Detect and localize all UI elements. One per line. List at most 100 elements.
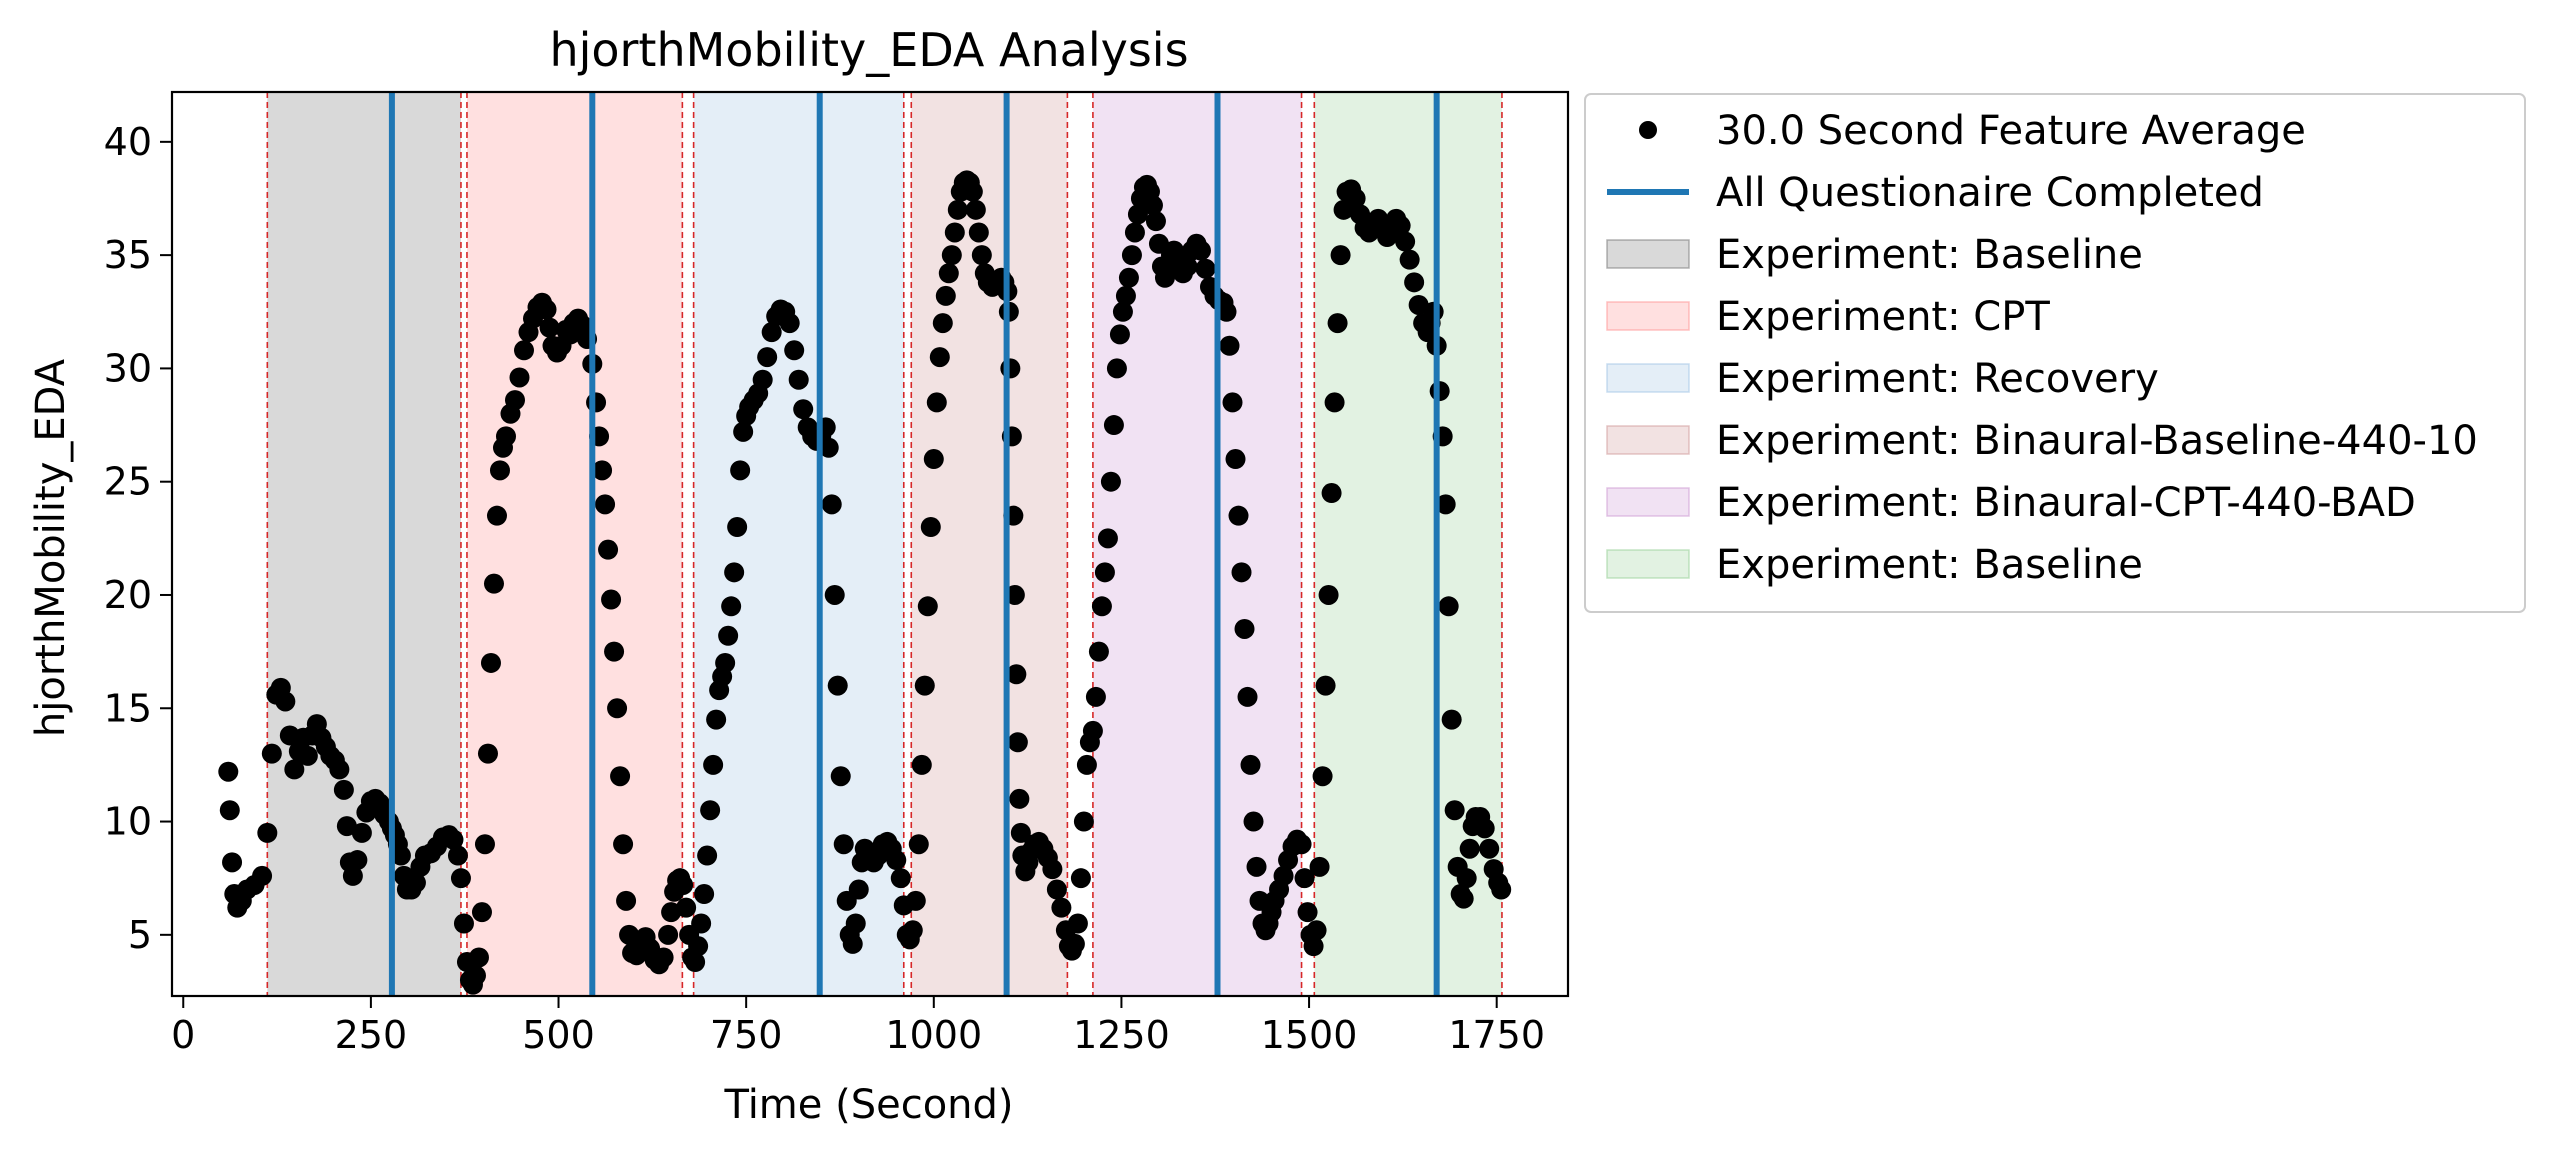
y-tick-label-2: 15 (104, 686, 152, 730)
data-point-280 (1222, 392, 1243, 413)
data-point-60 (468, 947, 489, 968)
data-point-181 (908, 834, 929, 855)
data-point-149 (793, 399, 814, 420)
data-point-99 (613, 834, 634, 855)
data-point-269 (1177, 256, 1198, 277)
y-tick-label-0: 5 (128, 913, 152, 957)
data-point-73 (514, 340, 535, 361)
data-point-253 (1124, 222, 1145, 243)
data-point-98 (610, 766, 631, 787)
data-point-41 (390, 845, 411, 866)
data-point-26 (333, 779, 354, 800)
legend-label-0: 30.0 Second Feature Average (1716, 108, 2306, 154)
data-point-300 (1291, 834, 1312, 855)
data-point-111 (661, 902, 682, 923)
data-point-116 (676, 897, 697, 918)
x-tick-label-3: 750 (710, 1013, 783, 1057)
data-point-63 (477, 743, 498, 764)
legend-box (1584, 93, 2526, 613)
data-point-339 (1435, 494, 1456, 515)
data-point-192 (941, 245, 962, 266)
data-point-244 (1097, 528, 1118, 549)
data-point-92 (592, 460, 613, 481)
data-point-13 (275, 691, 296, 712)
y-tick-label-3: 20 (104, 573, 152, 617)
data-point-329 (1399, 249, 1420, 270)
data-point-66 (486, 505, 507, 526)
data-point-248 (1109, 324, 1130, 345)
data-point-337 (1429, 381, 1450, 402)
data-point-191 (938, 263, 959, 284)
data-point-8 (252, 865, 273, 886)
data-point-260 (1145, 211, 1166, 232)
data-point-174 (886, 850, 907, 871)
data-point-0 (218, 761, 239, 782)
data-point-240 (1085, 686, 1106, 707)
data-point-327 (1390, 215, 1411, 236)
data-point-345 (1453, 888, 1474, 909)
x-tick-label-1: 250 (335, 1013, 408, 1057)
data-point-284 (1234, 618, 1255, 639)
data-point-122 (694, 884, 715, 905)
data-point-53 (447, 845, 468, 866)
data-point-29 (342, 865, 363, 886)
legend-label-5: Experiment: Binaural-Baseline-440-10 (1716, 418, 2478, 464)
data-point-134 (730, 460, 751, 481)
legend: 30.0 Second Feature Average All Questiona… (1584, 93, 2526, 613)
data-point-228 (1046, 879, 1067, 900)
data-point-64 (480, 652, 501, 673)
legend-marker-4 (1606, 363, 1690, 393)
data-point-234 (1067, 913, 1088, 934)
data-point-287 (1243, 811, 1264, 832)
data-point-273 (1195, 258, 1216, 279)
axes: 0 250 500 750 1000 1250 1500 1750 5 10 15 20 25 30 35 4… (104, 90, 1570, 1057)
data-point-155 (818, 437, 839, 458)
data-point-124 (700, 800, 721, 821)
data-point-254 (1127, 204, 1148, 225)
data-point-31 (351, 822, 372, 843)
data-point-214 (1004, 584, 1025, 605)
x-axis-label: Time (Second) (723, 1082, 1013, 1128)
data-point-227 (1042, 859, 1063, 880)
data-point-190 (935, 285, 956, 306)
data-point-129 (715, 652, 736, 673)
data-point-186 (923, 449, 944, 470)
data-point-351 (1474, 818, 1495, 839)
data-point-304 (1303, 936, 1324, 957)
data-point-72 (509, 367, 530, 388)
x-tick-label-7: 1750 (1448, 1013, 1545, 1057)
data-point-216 (1007, 732, 1028, 753)
data-point-283 (1231, 562, 1252, 583)
legend-marker-0 (1639, 121, 1657, 139)
data-point-45 (405, 872, 426, 893)
x-tick-label-0: 0 (171, 1013, 195, 1057)
data-point-187 (926, 392, 947, 413)
data-point-135 (733, 421, 754, 442)
data-point-310 (1321, 483, 1342, 504)
legend-marker-7 (1606, 549, 1690, 579)
data-point-132 (724, 562, 745, 583)
data-point-67 (489, 460, 510, 481)
data-point-312 (1327, 313, 1348, 334)
data-point-352 (1479, 838, 1500, 859)
data-point-317 (1345, 188, 1366, 209)
data-point-302 (1297, 902, 1318, 923)
data-point-97 (607, 698, 628, 719)
data-point-251 (1118, 267, 1139, 288)
data-point-79 (539, 317, 560, 338)
data-point-243 (1094, 562, 1115, 583)
data-point-278 (1216, 301, 1237, 322)
data-point-65 (483, 573, 504, 594)
data-point-341 (1441, 709, 1462, 730)
data-point-188 (929, 347, 950, 368)
data-point-157 (824, 584, 845, 605)
data-point-246 (1103, 415, 1124, 436)
data-point-259 (1142, 195, 1163, 216)
data-point-93 (595, 494, 616, 515)
data-point-355 (1491, 879, 1512, 900)
legend-label-1: All Questionaire Completed (1716, 170, 2264, 216)
data-point-27 (336, 816, 357, 837)
data-point-309 (1318, 584, 1339, 605)
data-point-90 (586, 392, 607, 413)
legend-marker-2 (1606, 239, 1690, 269)
